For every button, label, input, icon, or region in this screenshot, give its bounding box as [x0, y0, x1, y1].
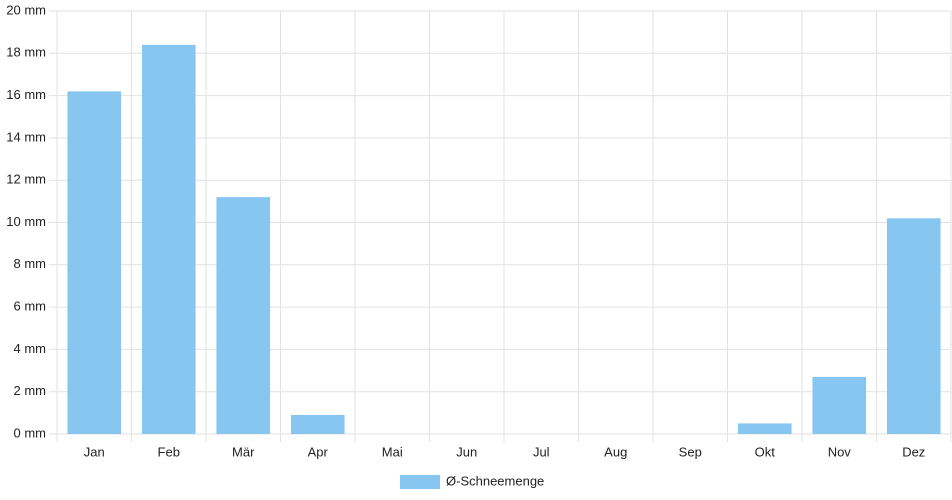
bar: [812, 376, 867, 434]
y-tick-label: 16 mm: [6, 87, 46, 102]
bar: [141, 44, 196, 435]
x-tick-label: Jun: [456, 444, 477, 459]
y-tick-label: 8 mm: [14, 256, 47, 271]
x-tick-label: Apr: [308, 444, 329, 459]
x-tick-label: Nov: [828, 444, 852, 459]
x-tick-label: Mär: [232, 444, 255, 459]
y-tick-label: 6 mm: [14, 299, 47, 314]
y-tick-label: 0 mm: [14, 425, 47, 440]
bar: [290, 414, 345, 434]
x-tick-label: Jan: [84, 444, 105, 459]
bar: [67, 91, 122, 435]
x-tick-label: Sep: [679, 444, 702, 459]
x-tick-label: Dez: [902, 444, 925, 459]
y-tick-label: 20 mm: [6, 2, 46, 17]
y-tick-label: 18 mm: [6, 45, 46, 60]
x-tick-label: Jul: [533, 444, 550, 459]
y-tick-label: 4 mm: [14, 341, 47, 356]
y-tick-label: 2 mm: [14, 383, 47, 398]
bar: [216, 197, 271, 434]
legend-swatch: [400, 475, 440, 489]
x-tick-label: Feb: [158, 444, 180, 459]
x-tick-label: Aug: [604, 444, 627, 459]
bar: [886, 218, 941, 434]
legend-label: Ø-Schneemenge: [446, 473, 544, 488]
y-tick-label: 12 mm: [6, 172, 46, 187]
bar: [737, 423, 792, 434]
y-tick-label: 10 mm: [6, 214, 46, 229]
y-tick-label: 14 mm: [6, 129, 46, 144]
x-tick-label: Mai: [382, 444, 403, 459]
x-tick-label: Okt: [755, 444, 776, 459]
